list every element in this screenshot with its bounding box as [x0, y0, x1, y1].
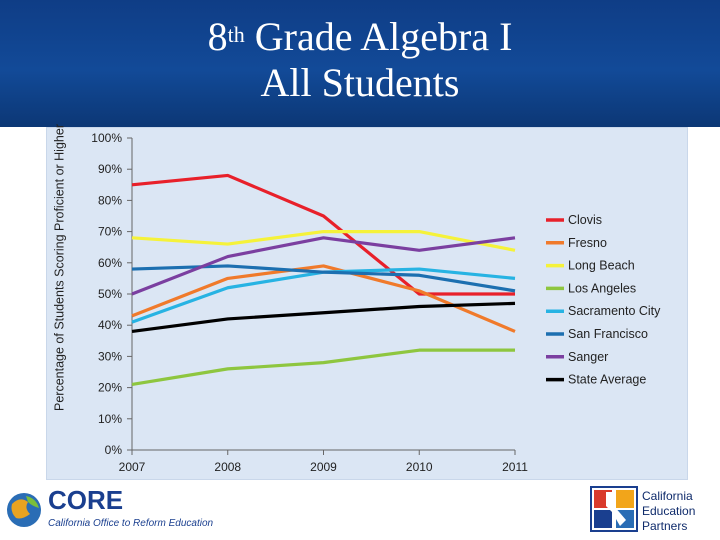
- y-tick-label: 70%: [98, 225, 122, 239]
- title-grade-number: 8: [207, 14, 228, 59]
- series-line-san-francisco: [131, 264, 516, 293]
- legend-label: Los Angeles: [568, 281, 636, 295]
- legend-label: Sanger: [568, 350, 608, 364]
- y-axis-label: Percentage of Students Scoring Proficien…: [52, 124, 67, 411]
- series-line-los-angeles: [131, 348, 515, 387]
- series-line-sanger: [131, 236, 516, 296]
- legend-label: Sacramento City: [568, 304, 661, 318]
- california-education-partners-logo-icon: [590, 486, 638, 532]
- chart-panel: [46, 127, 688, 480]
- x-tick-label: 2011: [502, 460, 528, 474]
- legend-label: Fresno: [568, 236, 607, 250]
- x-tick-label: 2009: [310, 460, 337, 474]
- legend-label: Long Beach: [568, 259, 635, 273]
- x-tick-label: 2010: [406, 460, 433, 474]
- series-line-fresno: [131, 264, 516, 333]
- line-chart: 0% 10% 20% 30% 40% 50% 60% 70% 80% 90% 100% 2007 200…: [91, 131, 661, 474]
- slide-title: 8th Grade Algebra I All Students: [0, 14, 720, 106]
- title-line-1-rest: Grade Algebra I: [244, 14, 513, 59]
- slide-header: 8th Grade Algebra I All Students: [0, 0, 720, 127]
- slide-footer: [0, 480, 720, 540]
- y-tick-label: 10%: [98, 412, 122, 426]
- y-tick-label: 30%: [98, 349, 122, 363]
- y-tick-label: 40%: [98, 318, 122, 332]
- y-tick-label: 90%: [98, 162, 122, 176]
- series-line-long-beach: [131, 230, 516, 252]
- y-tick-label: 60%: [98, 256, 122, 270]
- y-tick-label: 20%: [98, 381, 122, 395]
- y-tick-label: 100%: [91, 131, 122, 145]
- partner-name-text: California Education Partners: [642, 489, 696, 533]
- legend-label: San Francisco: [568, 327, 648, 341]
- partner-name: California Education Partners: [642, 489, 708, 534]
- core-subtitle: California Office to Reform Education: [48, 518, 214, 529]
- x-tick-label: 2007: [119, 460, 146, 474]
- core-logo-text: CORE: [48, 485, 124, 515]
- core-globe-icon: [7, 493, 41, 527]
- y-tick-label: 80%: [98, 193, 122, 207]
- legend-label: Clovis: [568, 213, 602, 227]
- y-tick-label: 50%: [98, 287, 122, 301]
- title-line-2: All Students: [260, 60, 460, 105]
- y-tick-label: 0%: [105, 443, 123, 457]
- title-ordinal-suffix: th: [227, 22, 245, 47]
- title-line-1: 8th Grade Algebra I: [0, 14, 720, 60]
- x-tick-label: 2008: [214, 460, 241, 474]
- legend-label: State Average: [568, 373, 646, 387]
- series-line-state-average: [131, 301, 516, 334]
- series-line-clovis: [131, 173, 515, 296]
